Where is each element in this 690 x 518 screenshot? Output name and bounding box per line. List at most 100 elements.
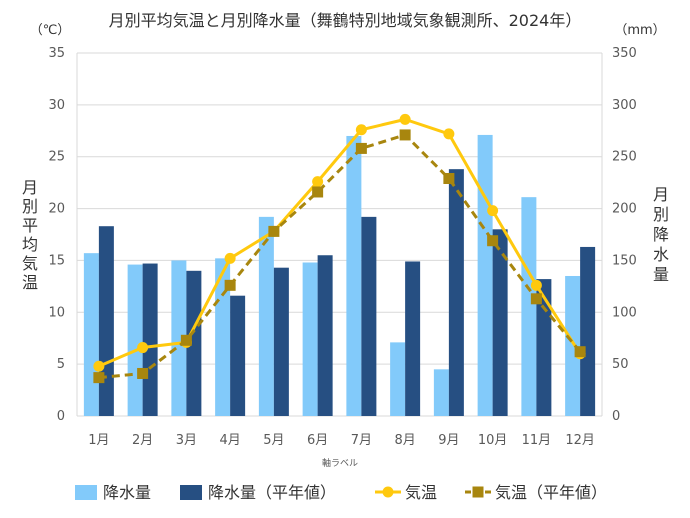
right-tick-label: 250 bbox=[612, 150, 637, 165]
right-tick-label: 150 bbox=[612, 253, 637, 268]
x-tick-label: 10月 bbox=[478, 433, 508, 448]
bar-precip-normal bbox=[361, 216, 377, 416]
right-tick-label: 50 bbox=[612, 357, 629, 372]
axis-title-char: 別 bbox=[22, 197, 38, 216]
point-temp-normal bbox=[399, 129, 411, 141]
legend-marker bbox=[472, 486, 484, 498]
point-temp-normal bbox=[93, 372, 105, 384]
left-tick-label: 30 bbox=[48, 98, 65, 113]
point-temp bbox=[443, 128, 455, 140]
x-tick-label: 2月 bbox=[132, 433, 153, 448]
left-tick-label: 5 bbox=[57, 357, 65, 372]
legend-swatch bbox=[75, 485, 97, 500]
legend-label: 気温（平年値） bbox=[495, 483, 607, 502]
right-axis-unit: （mm） bbox=[614, 23, 665, 38]
left-axis-title: 月別平均気温 bbox=[22, 178, 38, 292]
bar-precip-normal bbox=[405, 261, 421, 416]
bar-precip bbox=[477, 134, 493, 417]
x-tick-label: 3月 bbox=[176, 433, 197, 448]
left-tick-label: 15 bbox=[48, 253, 65, 268]
bar-precip bbox=[521, 197, 537, 416]
x-tick-label: 7月 bbox=[351, 433, 372, 448]
bar-precip-normal bbox=[186, 270, 202, 416]
axis-title-char: 月 bbox=[22, 178, 38, 197]
bar-precip-normal bbox=[98, 226, 114, 416]
bar-precip bbox=[390, 342, 406, 416]
bar-precip-normal bbox=[492, 229, 508, 416]
bar-precip bbox=[83, 253, 99, 416]
left-tick-label: 20 bbox=[48, 202, 65, 217]
bar-precip bbox=[258, 216, 274, 416]
point-temp bbox=[224, 252, 236, 264]
left-tick-label: 10 bbox=[48, 305, 65, 320]
left-tick-label: 25 bbox=[48, 150, 65, 165]
axis-title-char: 降 bbox=[653, 225, 669, 244]
axis-title-char: 平 bbox=[22, 216, 38, 235]
left-axis-unit: （℃） bbox=[30, 23, 71, 38]
point-temp-normal bbox=[487, 235, 499, 247]
x-tick-label: 4月 bbox=[219, 433, 240, 448]
right-tick-label: 0 bbox=[612, 409, 620, 424]
legend-label: 降水量 bbox=[103, 483, 151, 502]
bar-precip bbox=[346, 135, 362, 416]
bar-precip-normal bbox=[580, 246, 596, 416]
legend-swatch bbox=[180, 485, 202, 500]
line-temp bbox=[98, 117, 582, 368]
axis-title-char: 温 bbox=[22, 273, 38, 292]
point-temp-normal bbox=[268, 225, 280, 237]
line-temp-normal bbox=[98, 133, 582, 380]
x-tick-label: 1月 bbox=[88, 433, 109, 448]
right-axis-title: 月別降水量 bbox=[653, 185, 669, 284]
axis-title-char: 気 bbox=[22, 254, 38, 273]
point-temp bbox=[530, 279, 542, 291]
axis-title-char: 別 bbox=[653, 205, 669, 224]
x-tick-label: 6月 bbox=[307, 433, 328, 448]
point-temp-normal bbox=[530, 293, 542, 305]
point-temp-normal bbox=[224, 279, 236, 291]
chart-title: 月別平均気温と月別降水量（舞鶴特別地域気象観測所、2024年） bbox=[109, 11, 582, 30]
legend-label: 降水量（平年値） bbox=[208, 483, 336, 502]
bar-precip-normal bbox=[230, 295, 246, 416]
bar-precip-normal bbox=[317, 255, 333, 416]
x-tick-label: 5月 bbox=[263, 433, 284, 448]
bar-precip bbox=[433, 369, 449, 416]
right-tick-label: 300 bbox=[612, 98, 637, 113]
bar-precip bbox=[171, 260, 187, 416]
x-axis-caption: 軸ラベル bbox=[322, 457, 358, 469]
bars bbox=[83, 134, 596, 417]
point-temp-normal bbox=[443, 172, 455, 184]
point-temp-normal bbox=[574, 346, 586, 358]
right-tick-label: 200 bbox=[612, 202, 637, 217]
bar-precip bbox=[215, 258, 231, 416]
point-temp-normal bbox=[312, 186, 324, 198]
point-temp bbox=[487, 205, 499, 217]
point-temp bbox=[137, 342, 149, 354]
right-tick-label: 100 bbox=[612, 305, 637, 320]
x-tick-label: 9月 bbox=[438, 433, 459, 448]
bar-precip-normal bbox=[273, 267, 289, 416]
bar-precip-normal bbox=[536, 279, 552, 416]
axis-title-char: 月 bbox=[653, 185, 669, 204]
point-temp bbox=[355, 124, 367, 136]
lines bbox=[93, 113, 586, 384]
left-tick-label: 35 bbox=[48, 46, 65, 61]
x-tick-label: 8月 bbox=[394, 433, 415, 448]
bar-precip bbox=[302, 262, 318, 416]
point-temp bbox=[312, 176, 324, 188]
legend: 降水量 降水量（平年値） 気温 気温（平年値） bbox=[75, 483, 607, 502]
bar-precip bbox=[127, 264, 143, 416]
bar-precip-normal bbox=[448, 169, 464, 416]
x-tick-label: 12月 bbox=[565, 433, 595, 448]
left-tick-label: 0 bbox=[57, 409, 65, 424]
point-temp-normal bbox=[355, 142, 367, 154]
point-temp bbox=[93, 360, 105, 372]
right-tick-label: 350 bbox=[612, 46, 637, 61]
point-temp-normal bbox=[180, 334, 192, 346]
legend-label: 気温 bbox=[405, 483, 437, 502]
bar-precip-normal bbox=[142, 263, 158, 416]
point-temp bbox=[399, 113, 411, 125]
axis-title-char: 量 bbox=[653, 265, 669, 284]
x-tick-label: 11月 bbox=[522, 433, 552, 448]
